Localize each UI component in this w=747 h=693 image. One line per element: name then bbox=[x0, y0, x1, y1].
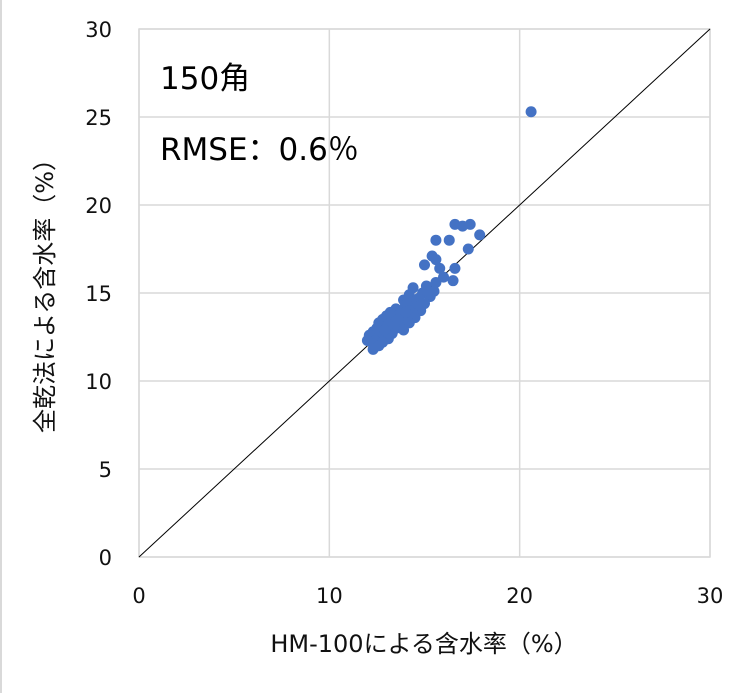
annotation-size-label: 150角 bbox=[160, 61, 250, 97]
data-point bbox=[525, 106, 537, 118]
data-point bbox=[398, 324, 410, 336]
y-tick-labels: 0 5 10 15 20 25 30 bbox=[85, 18, 112, 570]
x-tick-label: 30 bbox=[697, 584, 724, 608]
y-axis-title: 全乾法による含水率（%） bbox=[31, 147, 59, 433]
data-point bbox=[464, 218, 476, 230]
data-point bbox=[430, 276, 442, 288]
data-point bbox=[430, 234, 442, 246]
data-point bbox=[474, 229, 486, 241]
y-tick-label: 20 bbox=[85, 194, 112, 218]
data-point bbox=[422, 285, 434, 297]
data-points bbox=[361, 106, 537, 355]
x-tick-labels: 0 10 20 30 bbox=[132, 584, 723, 608]
data-point bbox=[443, 234, 455, 246]
x-tick-label: 0 bbox=[132, 584, 145, 608]
window-left-edge bbox=[0, 0, 2, 693]
data-point bbox=[447, 275, 459, 287]
y-tick-label: 0 bbox=[99, 546, 112, 570]
y-tick-label: 30 bbox=[85, 18, 112, 42]
x-axis-title: HM-100による含水率（%） bbox=[270, 630, 577, 658]
data-point bbox=[399, 306, 411, 318]
data-point bbox=[462, 243, 474, 255]
x-tick-label: 20 bbox=[506, 584, 533, 608]
y-tick-label: 25 bbox=[85, 106, 112, 130]
data-point bbox=[392, 313, 404, 325]
x-tick-label: 10 bbox=[316, 584, 343, 608]
data-point bbox=[449, 262, 461, 274]
data-point bbox=[367, 343, 379, 355]
plot-frame bbox=[138, 28, 711, 558]
y-tick-label: 5 bbox=[99, 458, 112, 482]
data-point bbox=[419, 259, 430, 271]
annotation-rmse: RMSE：0.6％ bbox=[160, 132, 359, 168]
data-point bbox=[434, 262, 446, 274]
data-point bbox=[379, 324, 391, 336]
data-point bbox=[415, 299, 427, 311]
y-tick-label: 10 bbox=[85, 370, 112, 394]
y-tick-label: 15 bbox=[85, 282, 112, 306]
data-point bbox=[430, 254, 442, 266]
